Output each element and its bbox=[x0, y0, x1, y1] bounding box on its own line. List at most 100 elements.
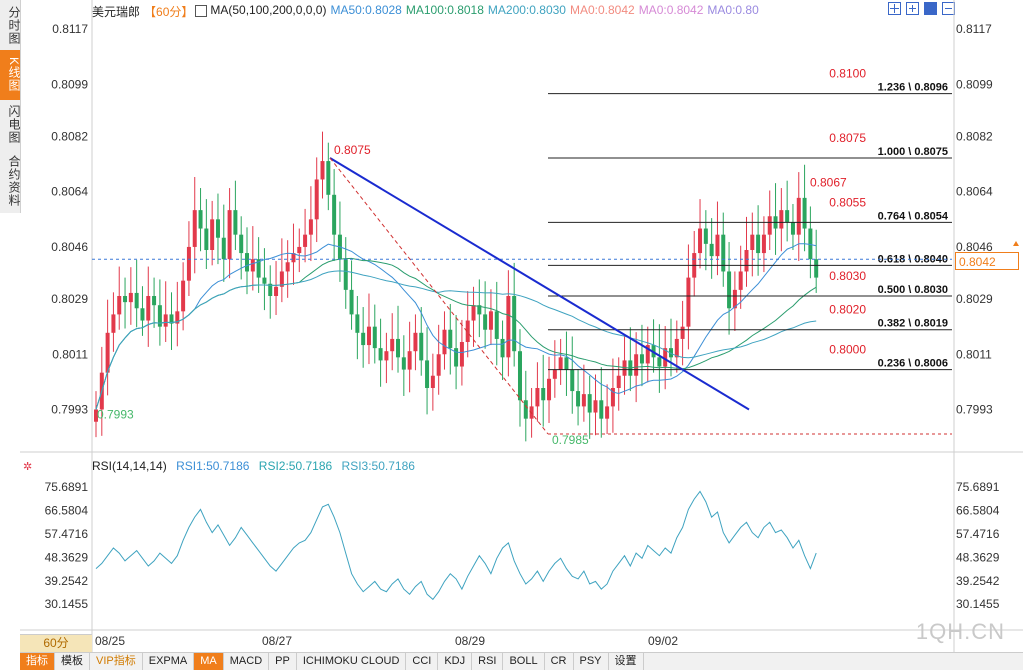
boll-tab[interactable]: BOLL bbox=[503, 653, 545, 670]
fib-ratio-label: 0.618 \ 0.8040 bbox=[878, 253, 948, 265]
candle-body bbox=[634, 354, 639, 376]
y-tick-label-right: 0.8029 bbox=[956, 292, 993, 306]
macd-tab[interactable]: MACD bbox=[224, 653, 270, 670]
template-tab[interactable]: 模板 bbox=[55, 653, 90, 670]
candle-body bbox=[517, 351, 522, 401]
candle-body bbox=[767, 216, 772, 235]
ma-params: MA(50,100,200,0,0,0) bbox=[210, 3, 327, 17]
rsi-tick-label: 30.1455 bbox=[45, 597, 89, 611]
cr-tab[interactable]: CR bbox=[545, 653, 574, 670]
low-annotation: 0.7985 bbox=[552, 433, 589, 447]
candle-body bbox=[192, 210, 197, 247]
swing-line bbox=[329, 157, 549, 435]
settings-tab[interactable]: 设置 bbox=[609, 653, 644, 670]
kdj-tab[interactable]: KDJ bbox=[438, 653, 473, 670]
trend-icon[interactable] bbox=[924, 2, 937, 15]
x-tick-label: 08/27 bbox=[262, 634, 293, 648]
ma-settings-icon[interactable] bbox=[195, 5, 208, 17]
candle-body bbox=[407, 351, 412, 370]
candle-body bbox=[326, 161, 331, 195]
candle-body bbox=[227, 210, 232, 260]
rsi-tick-label-right: 75.6891 bbox=[956, 480, 1000, 494]
candle-body bbox=[750, 234, 755, 250]
candle-body bbox=[674, 338, 679, 358]
period-label: 【60分】 bbox=[144, 5, 194, 19]
candle-body bbox=[814, 259, 819, 278]
zoom-in-icon[interactable] bbox=[906, 2, 919, 15]
candle-body bbox=[506, 296, 511, 358]
psy-tab[interactable]: PSY bbox=[574, 653, 609, 670]
candle-body bbox=[291, 253, 296, 263]
candle-body bbox=[779, 210, 784, 229]
candle-body bbox=[454, 348, 459, 367]
candle-body bbox=[465, 320, 470, 342]
candle-body bbox=[523, 400, 528, 419]
period-selector[interactable]: 60分 bbox=[20, 634, 92, 652]
candle-body bbox=[686, 277, 691, 327]
current-price-tag: 0.8042 bbox=[955, 252, 1019, 270]
candle-body bbox=[639, 354, 644, 364]
candle-body bbox=[727, 271, 732, 309]
rsi-tick-label-right: 66.5804 bbox=[956, 504, 1000, 518]
indicator-bar: 指标 模板 VIP指标 EXPMA MA MACD PP ICHIMOKU CL… bbox=[20, 652, 1023, 670]
candle-body bbox=[279, 271, 284, 287]
candle-body bbox=[210, 219, 215, 250]
candle-body bbox=[744, 250, 749, 272]
ma50-line bbox=[95, 243, 817, 410]
fib-ratio-label: 0.500 \ 0.8030 bbox=[878, 284, 948, 296]
candle-body bbox=[425, 360, 430, 388]
candle-body bbox=[140, 308, 145, 321]
candle-body bbox=[372, 326, 377, 349]
fib-price-label: 0.8020 bbox=[829, 303, 866, 317]
candle-body bbox=[146, 296, 151, 321]
candle-body bbox=[239, 234, 244, 254]
rsi-legend: RSI(14,14,14) RSI1:50.7186 RSI2:50.7186 … bbox=[92, 459, 421, 473]
candle-body bbox=[430, 375, 435, 388]
ichimoku-tab[interactable]: ICHIMOKU CLOUD bbox=[297, 653, 407, 670]
candle-body bbox=[541, 388, 546, 401]
candle-body bbox=[610, 388, 615, 407]
rsi-tick-label: 39.2542 bbox=[45, 574, 89, 588]
candle-body bbox=[721, 234, 726, 272]
candle-body bbox=[576, 391, 581, 407]
tab-timeshare[interactable]: 分时图 bbox=[7, 5, 21, 45]
ma-tab[interactable]: MA bbox=[194, 653, 224, 670]
rsi-line bbox=[95, 490, 817, 601]
cci-tab[interactable]: CCI bbox=[406, 653, 439, 670]
candle-body bbox=[134, 292, 139, 309]
candle-body bbox=[500, 338, 505, 358]
candle-body bbox=[709, 243, 714, 257]
candle-body bbox=[483, 314, 488, 330]
rsi-tab[interactable]: RSI bbox=[472, 653, 504, 670]
fib-price-label: 0.8055 bbox=[829, 195, 866, 209]
indicator-tab[interactable]: 指标 bbox=[20, 653, 55, 670]
tab-lightning[interactable]: 闪电图 bbox=[7, 104, 21, 144]
candle-body bbox=[245, 253, 250, 272]
candle-body bbox=[785, 210, 790, 223]
ma100-value: MA100:0.8018 bbox=[405, 3, 484, 17]
vip-indicator-tab[interactable]: VIP指标 bbox=[90, 653, 143, 670]
rsi-tick-label: 66.5804 bbox=[45, 504, 89, 518]
candle-body bbox=[808, 228, 813, 260]
fib-ratio-label: 0.764 \ 0.8054 bbox=[878, 210, 949, 222]
crosshair-icon[interactable] bbox=[888, 2, 901, 15]
candle-body bbox=[616, 375, 621, 388]
tab-kline[interactable]: K线图 bbox=[0, 50, 21, 100]
tab-contract-info[interactable]: 合约资料 bbox=[7, 155, 21, 207]
expma-tab[interactable]: EXPMA bbox=[143, 653, 195, 670]
candle-body bbox=[715, 234, 720, 257]
candle-body bbox=[157, 305, 162, 327]
rsi-tick-label: 57.4716 bbox=[45, 527, 89, 541]
low-annotation-left: 0.7993 bbox=[97, 407, 134, 421]
candle-body bbox=[796, 197, 801, 235]
y-tick-label: 0.8064 bbox=[51, 185, 88, 199]
rsi-settings-icon[interactable]: ✲ bbox=[23, 461, 33, 473]
candle-body bbox=[303, 234, 308, 247]
watermark: 1QH.CN bbox=[915, 619, 1005, 644]
ma0-value-b: MA0:0.8042 bbox=[638, 3, 704, 17]
pp-tab[interactable]: PP bbox=[269, 653, 297, 670]
candle-body bbox=[761, 234, 766, 254]
candle-body bbox=[738, 271, 743, 290]
y-tick-label-right: 0.8011 bbox=[956, 347, 992, 361]
